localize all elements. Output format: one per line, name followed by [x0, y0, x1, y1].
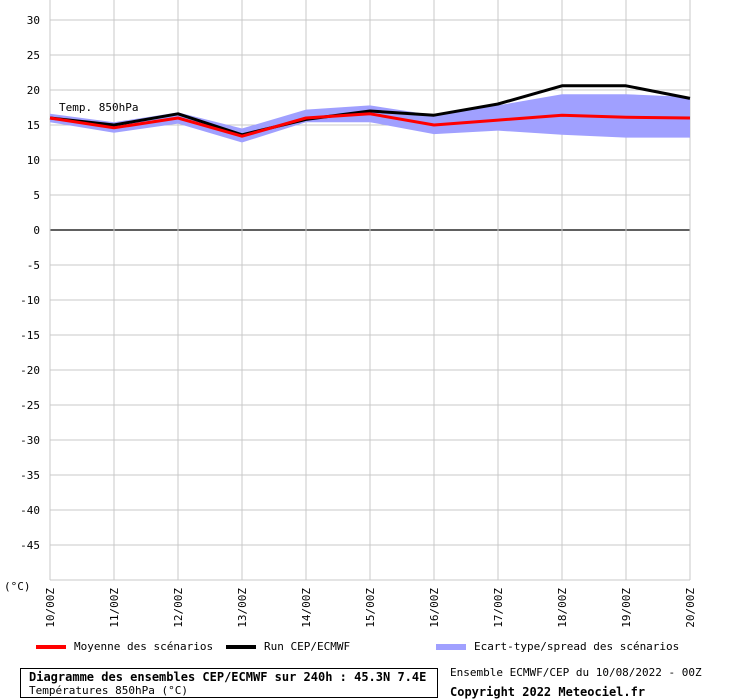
x-tick-label: 13/00Z	[236, 588, 249, 628]
chart-subtitle: Températures 850hPa (°C)	[29, 684, 188, 697]
y-tick-label: -45	[20, 539, 40, 552]
y-tick-label: -10	[20, 294, 40, 307]
spread-band	[50, 94, 690, 143]
x-tick-label: 19/00Z	[620, 588, 633, 628]
x-tick-label: 12/00Z	[172, 588, 185, 628]
y-tick-label: 0	[33, 224, 40, 237]
chart-annotation: Temp. 850hPa	[59, 101, 138, 114]
legend-spread-swatch	[436, 643, 466, 650]
ensemble-chart: 30 25 20 15 10 5 0 -5 -10 -15 -20 -25 -30 -35 -40 -45 10…	[4, 0, 697, 628]
axis-labels: 30 25 20 15 10 5 0 -5 -10 -15 -20 -25 -30 -35 -40 -45 10…	[20, 14, 697, 628]
legend-spread: Ecart-type/spread des scénarios	[436, 640, 679, 653]
spread-band-area	[50, 94, 690, 143]
y-tick-label: -5	[27, 259, 40, 272]
x-tick-label: 15/00Z	[364, 588, 377, 628]
x-tick-label: 16/00Z	[428, 588, 441, 628]
y-tick-label: -30	[20, 434, 40, 447]
y-tick-label: -15	[20, 329, 40, 342]
y-tick-label: 10	[27, 154, 40, 167]
legend-mean-swatch	[36, 644, 66, 649]
x-tick-label: 11/00Z	[108, 588, 121, 628]
x-tick-label: 10/00Z	[44, 588, 57, 628]
y-tick-label: -35	[20, 469, 40, 482]
legend-spread-label: Ecart-type/spread des scénarios	[474, 640, 680, 653]
y-tick-label: -25	[20, 399, 40, 412]
y-tick-label: -40	[20, 504, 40, 517]
legend-mean: Moyenne des scénarios	[36, 640, 213, 653]
legend-mean-label: Moyenne des scénarios	[74, 640, 214, 653]
chart-title: Diagramme des ensembles CEP/ECMWF sur 24…	[29, 670, 427, 684]
y-tick-label: 25	[27, 49, 40, 62]
y-tick-label: 5	[33, 189, 40, 202]
y-tick-label: -20	[20, 364, 40, 377]
y-tick-label: 30	[27, 14, 40, 27]
legend-run-swatch	[226, 644, 256, 649]
x-tick-label: 14/00Z	[300, 588, 313, 628]
chart-title-box: Diagramme des ensembles CEP/ECMWF sur 24…	[20, 668, 438, 698]
chart-lines	[49, 84, 691, 138]
y-tick-label: 15	[27, 119, 40, 132]
legend-run-label: Run CEP/ECMWF	[264, 640, 351, 653]
y-tick-label: 20	[27, 84, 40, 97]
y-axis-unit: (°C)	[4, 580, 31, 593]
x-tick-label: 17/00Z	[492, 588, 505, 628]
x-tick-label: 20/00Z	[684, 588, 697, 628]
chart-grid	[49, 0, 691, 581]
mean-series-line	[49, 112, 691, 138]
run-series-line	[49, 84, 691, 137]
copyright: Copyright 2022 Meteociel.fr	[450, 685, 646, 699]
x-tick-label: 18/00Z	[556, 588, 569, 628]
legend-run: Run CEP/ECMWF	[226, 640, 350, 653]
ensemble-info: Ensemble ECMWF/CEP du 10/08/2022 - 00Z	[450, 666, 702, 679]
